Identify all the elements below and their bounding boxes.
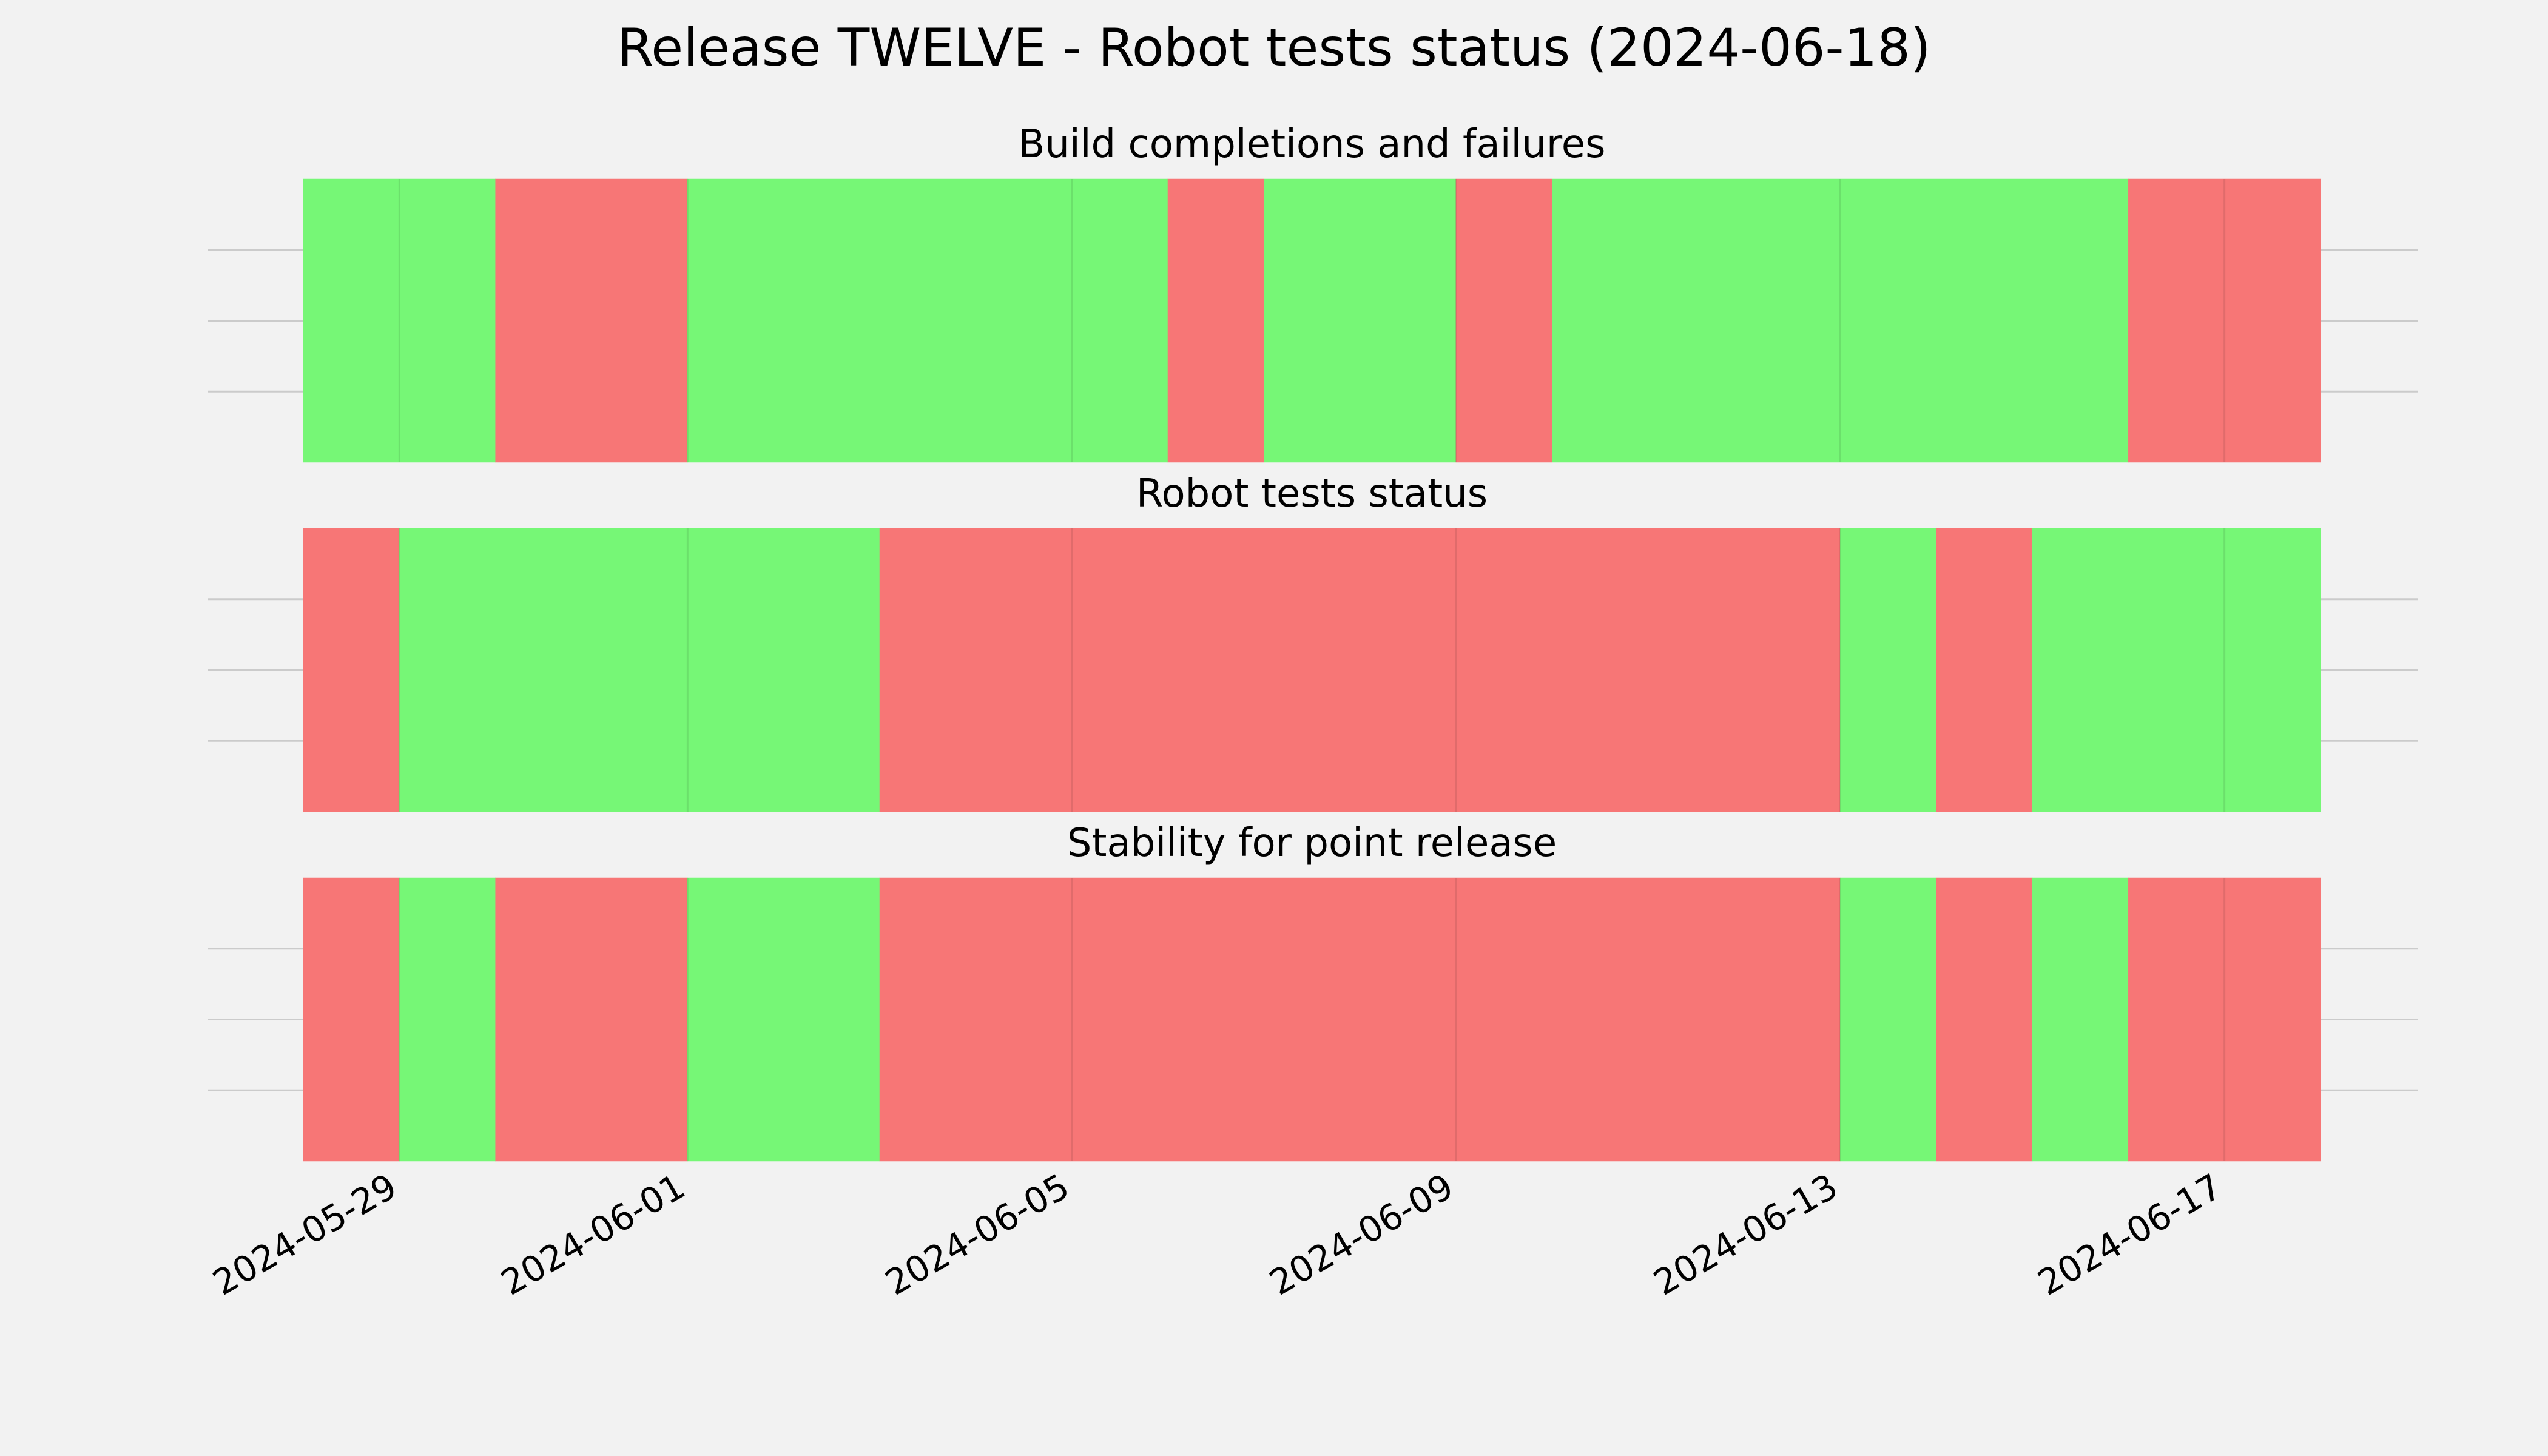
panel-1-segment-3-pass	[687, 178, 1168, 463]
panel-1-segment-5-pass	[1264, 178, 1457, 463]
panel-3-segment-2-pass	[399, 877, 496, 1162]
panel-2-segment-4-pass	[1840, 528, 1936, 812]
panel-2-segment-1-fail	[303, 528, 400, 812]
panel-1-segment-1-pass	[303, 178, 496, 463]
panel-3-segment-6-pass	[1840, 877, 1936, 1162]
panel-3-segment-3-fail	[495, 877, 688, 1162]
chart-panels: Build completions and failures Robot test…	[208, 122, 2418, 1162]
panel-2-segment-2-pass	[399, 528, 880, 812]
panel-2-segment-5-fail	[1936, 528, 2033, 812]
panel-2-segment-6-pass	[2032, 528, 2321, 812]
panel-3-segment-7-fail	[1936, 877, 2033, 1162]
panel-3-segment-8-pass	[2032, 877, 2129, 1162]
panel-3-segment-1-fail	[303, 877, 400, 1162]
panel-3-segment-9-fail	[2128, 877, 2321, 1162]
panel-3-title: Stability for point release	[1067, 821, 1557, 866]
panel-3: Stability for point release	[208, 821, 2418, 1162]
panel-1-segment-7-pass	[1552, 178, 2129, 463]
panel-3-segment-4-pass	[687, 877, 880, 1162]
panel-2: Robot tests status	[208, 471, 2418, 812]
chart-title: Release TWELVE - Robot tests status (202…	[617, 18, 1930, 78]
panel-1-segment-4-fail	[1167, 178, 1264, 463]
panel-2-title: Robot tests status	[1136, 471, 1488, 516]
panel-1-segment-6-fail	[1455, 178, 1552, 463]
panel-1-title: Build completions and failures	[1019, 122, 1606, 167]
panel-3-segment-5-fail	[879, 877, 1841, 1162]
panel-1-segment-8-fail	[2128, 178, 2321, 463]
panel-2-segment-3-fail	[879, 528, 1841, 812]
panel-1: Build completions and failures	[208, 122, 2418, 463]
panel-1-segment-2-fail	[495, 178, 688, 463]
